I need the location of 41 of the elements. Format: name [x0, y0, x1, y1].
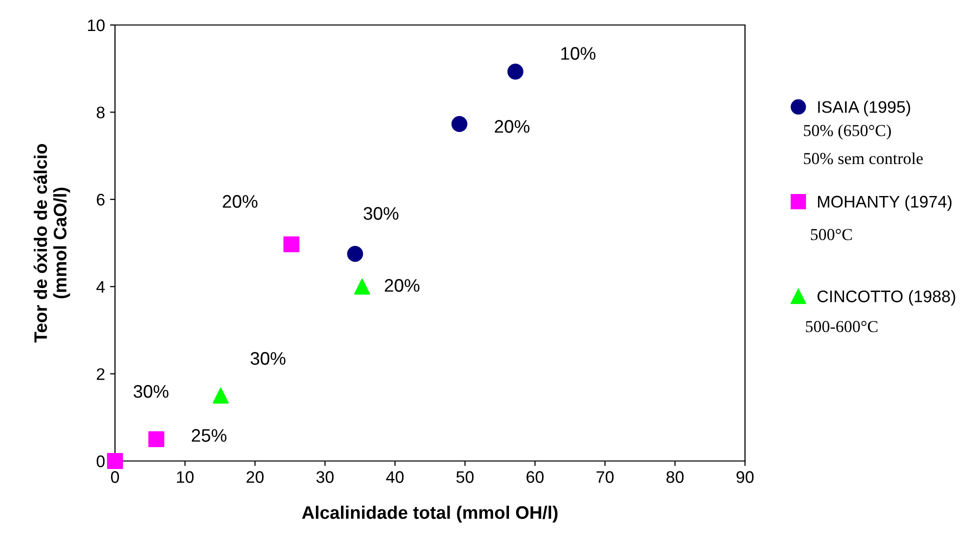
legend-label: MOHANTY (1974)	[818, 195, 952, 211]
legend-label: CINCOTTO (1988)	[818, 290, 956, 306]
x-tick-label: 20	[246, 471, 264, 483]
text: 50% sem controle	[804, 152, 923, 164]
point	[107, 453, 123, 469]
y-tick-label: 0	[96, 455, 105, 468]
y-tick-label: 6	[96, 194, 105, 206]
point	[507, 64, 524, 80]
annotation: 30%	[364, 207, 398, 220]
y-tick-label: 8	[96, 106, 105, 118]
x-tick-label: 90	[736, 471, 754, 483]
x-tick-label: 40	[386, 471, 404, 483]
text: 500-600°C	[806, 320, 878, 332]
x-tick-label: 70	[596, 471, 614, 483]
annotation: 25%	[192, 429, 226, 442]
annotation: 20%	[222, 195, 258, 208]
x-tick-label: 0	[111, 471, 119, 483]
x-axis-title: Alcalinidade total (mmol OH/l)	[302, 506, 558, 523]
point	[283, 236, 300, 252]
x-tick-label: 10	[177, 471, 194, 483]
x-tick-label: 80	[666, 471, 684, 483]
point	[354, 278, 370, 295]
point	[451, 116, 468, 132]
legend-label: ISAIA (1995)	[818, 100, 910, 116]
point	[212, 388, 229, 404]
y-tick-label: 10	[88, 19, 105, 32]
annotation: 30%	[250, 352, 286, 365]
y-tick-label: 2	[96, 368, 104, 380]
x-tick-label: 60	[526, 471, 544, 483]
annotation: 20%	[494, 120, 530, 133]
y-tick-label: 4	[96, 281, 105, 293]
x-tick-label: 30	[316, 471, 334, 483]
x-tick-label: 50	[456, 471, 474, 483]
y-axis-title: Teor de óxido de cálcio (mmol CaO/l)	[34, 144, 70, 342]
annotation: 30%	[134, 385, 168, 398]
annotation: 10%	[561, 47, 596, 60]
text: 500°C	[810, 228, 852, 240]
text: 50% (650°C)	[804, 124, 891, 140]
point	[347, 246, 364, 262]
annotation: 20%	[384, 279, 420, 292]
point	[148, 431, 164, 448]
